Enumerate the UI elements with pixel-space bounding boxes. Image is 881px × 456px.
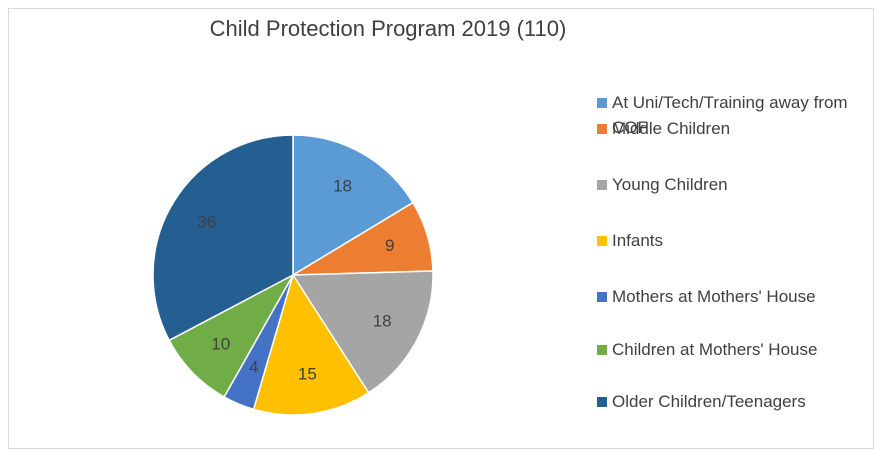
legend-swatch (597, 180, 607, 190)
legend-label: Children at Mothers' House (612, 340, 818, 359)
legend-item: Children at Mothers' House (597, 337, 859, 362)
data-label: 4 (249, 357, 258, 376)
legend-swatch (597, 124, 607, 134)
legend-label: Infants (612, 231, 664, 250)
legend-swatch (597, 98, 607, 108)
legend-item: Older Children/Teenagers (597, 389, 859, 414)
pie-slice (168, 273, 295, 398)
legend-item: At Uni/Tech/Training away from COF (597, 90, 859, 140)
legend-label: At Uni/Tech/Training away from COF (612, 93, 848, 137)
pie-slice (292, 134, 414, 277)
data-label: 18 (373, 312, 392, 331)
legend-swatch (597, 236, 607, 246)
legend-swatch (597, 292, 607, 302)
data-label: 15 (298, 364, 317, 383)
pie-slice (291, 270, 434, 394)
chart-title: Child Protection Program 2019 (110) (210, 16, 567, 41)
legend-label: Young Children (612, 175, 728, 194)
data-label: 9 (385, 236, 394, 255)
legend-label: Older Children/Teenagers (612, 392, 806, 411)
legend-item: Young Children (597, 172, 859, 197)
legend-item: Infants (597, 228, 859, 253)
pie-slice (252, 273, 370, 416)
legend-label: Middle Children (612, 119, 731, 138)
legend-item: Mothers at Mothers' House (597, 284, 859, 309)
legend-item: Middle Children (597, 116, 859, 141)
data-label: 36 (197, 212, 216, 231)
legend-swatch (597, 345, 607, 355)
legend-label: Mothers at Mothers' House (612, 287, 816, 306)
legend-swatch (597, 397, 607, 407)
chart-border (8, 8, 874, 449)
pie-slice (152, 134, 294, 342)
data-label: 10 (211, 335, 230, 354)
data-label: 18 (333, 177, 352, 196)
